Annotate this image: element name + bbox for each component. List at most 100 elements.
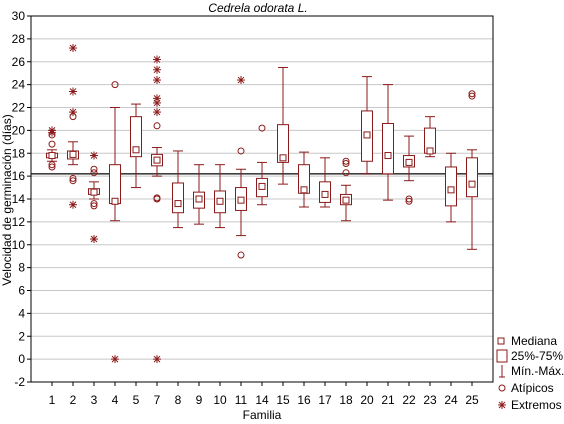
median-marker xyxy=(300,186,308,194)
outlier-point xyxy=(90,200,98,208)
median-marker xyxy=(48,152,56,160)
median-marker xyxy=(384,152,392,160)
median-marker xyxy=(279,154,287,162)
grid-lines xyxy=(31,38,493,360)
outlier-point xyxy=(90,165,98,173)
outlier-point xyxy=(258,124,266,132)
outlier-point xyxy=(48,163,56,171)
median-marker xyxy=(321,190,329,198)
y-tick-label: 12 xyxy=(12,215,26,229)
x-tick-label: 5 xyxy=(133,393,140,407)
x-tick-label: 9 xyxy=(196,393,203,407)
median-marker xyxy=(405,158,413,166)
x-tick-label: 21 xyxy=(381,393,395,407)
x-axis-title: Familia xyxy=(243,408,282,422)
x-tick-label: 25 xyxy=(465,393,479,407)
box-group xyxy=(382,84,394,201)
extreme-point xyxy=(153,76,161,85)
y-tick-label: 24 xyxy=(12,78,26,92)
box-group xyxy=(172,150,184,229)
legend-label: Mediana xyxy=(511,334,557,348)
legend-label: Atípicos xyxy=(511,381,554,395)
x-tick-label: 23 xyxy=(423,393,437,407)
box-group xyxy=(256,124,268,206)
x-tick-label: 7 xyxy=(154,393,161,407)
box-group xyxy=(277,66,289,185)
y-tick-label: 14 xyxy=(12,192,26,206)
y-tick-label: 16 xyxy=(12,169,26,183)
y-tick-label: 28 xyxy=(12,32,26,46)
box-group xyxy=(151,55,163,364)
median-marker xyxy=(237,196,245,204)
y-axis-title: Velocidad de germinación (días) xyxy=(0,114,14,285)
x-tick-label: 4 xyxy=(112,393,119,407)
y-tick-label: 8 xyxy=(18,261,25,275)
outlier-point xyxy=(153,194,161,202)
x-tick-label: 15 xyxy=(276,393,290,407)
box-group xyxy=(445,152,457,223)
box-group xyxy=(109,81,121,364)
outlier-point xyxy=(48,161,56,169)
legend-box-swatch xyxy=(496,349,508,363)
extreme-point xyxy=(69,44,77,53)
box-group xyxy=(403,135,415,205)
box-group xyxy=(46,126,58,171)
box-group xyxy=(340,157,352,222)
y-tick-label: 10 xyxy=(12,238,26,252)
extreme-point xyxy=(69,87,77,96)
box-group xyxy=(130,103,142,189)
x-tick-label: 2 xyxy=(70,393,77,407)
x-tick-label: 17 xyxy=(318,393,332,407)
outlier-point xyxy=(468,90,476,98)
outlier-point xyxy=(69,174,77,182)
legend-median-swatch xyxy=(497,337,505,345)
box-group xyxy=(319,157,331,208)
box-group xyxy=(298,151,310,208)
y-tick-label: 22 xyxy=(12,101,26,115)
outlier-point xyxy=(237,251,245,259)
x-axis-ticks: 1 2 3 4 5 7 8 9 10 11 14 15 16 17 18 20 21 22 23 24 25 xyxy=(49,382,479,407)
extreme-point xyxy=(90,235,98,244)
box-group xyxy=(424,116,436,158)
extreme-point xyxy=(153,65,161,74)
box-group xyxy=(193,164,205,225)
chart-title: Cedrela odorata L. xyxy=(208,1,307,15)
median-marker xyxy=(195,195,203,203)
legend-label: 25%-75% xyxy=(511,349,563,363)
box-group xyxy=(67,44,79,209)
x-tick-label: 16 xyxy=(297,393,311,407)
outlier-point xyxy=(153,122,161,130)
box-group xyxy=(88,151,100,244)
extreme-point xyxy=(69,108,77,117)
outlier-point xyxy=(90,202,98,210)
median-marker xyxy=(342,196,350,204)
median-marker xyxy=(174,200,182,208)
y-tick-label: 18 xyxy=(12,146,26,160)
outlier-point xyxy=(111,81,119,89)
extreme-point xyxy=(48,126,56,135)
box-group xyxy=(214,164,226,229)
outlier-point xyxy=(90,169,98,177)
extreme-point xyxy=(69,200,77,209)
iqr-box xyxy=(277,124,289,163)
extreme-point xyxy=(153,355,161,364)
x-tick-label: 11 xyxy=(235,393,248,407)
legend-outlier-swatch xyxy=(498,384,506,392)
iqr-box xyxy=(109,164,121,205)
median-marker xyxy=(69,150,77,158)
extreme-point xyxy=(90,151,98,160)
median-marker xyxy=(132,146,140,154)
x-tick-label: 3 xyxy=(91,393,98,407)
x-tick-label: 22 xyxy=(402,393,416,407)
x-tick-label: 18 xyxy=(339,393,353,407)
iqr-box xyxy=(382,123,394,175)
x-tick-label: 10 xyxy=(213,393,227,407)
outlier-point xyxy=(405,197,413,205)
outlier-point xyxy=(468,92,476,100)
x-tick-label: 1 xyxy=(49,393,56,407)
y-tick-label: 4 xyxy=(18,306,25,320)
extreme-point xyxy=(153,94,161,103)
median-marker xyxy=(216,197,224,205)
median-marker xyxy=(90,188,98,196)
